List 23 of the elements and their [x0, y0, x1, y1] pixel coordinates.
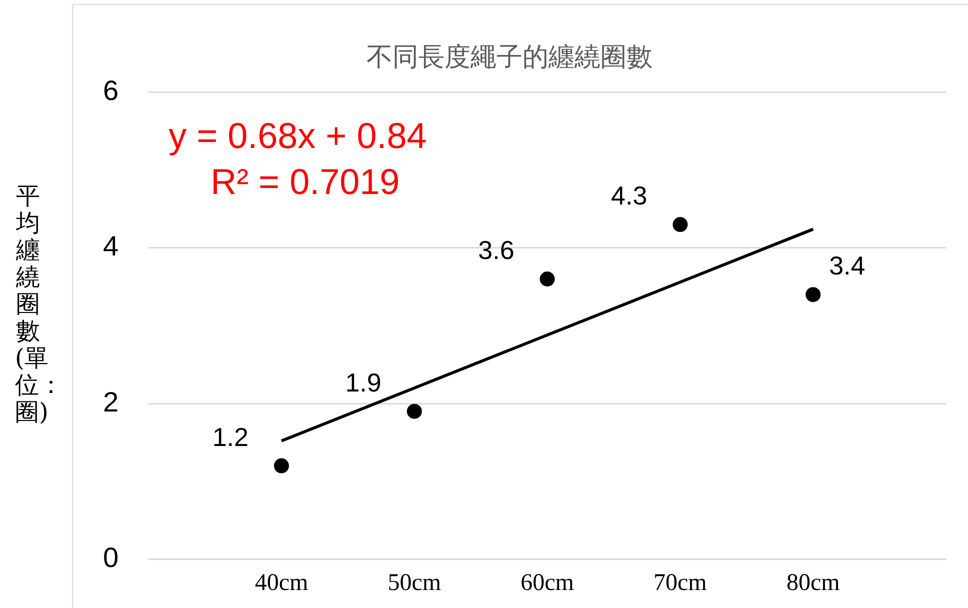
y-tick-label: 2: [102, 386, 119, 418]
point: [806, 287, 821, 302]
point: [406, 404, 422, 419]
x-tick-label: 70cm: [654, 570, 708, 596]
data-label: 4.3: [611, 180, 648, 211]
point: [540, 272, 555, 286]
data-label: 3.4: [829, 250, 866, 281]
data-label: 1.2: [212, 422, 248, 452]
y-tick-label: 0: [102, 542, 119, 573]
data-label: 1.9: [345, 367, 382, 398]
data-label: 3.6: [478, 235, 514, 266]
x-tick-label: 60cm: [520, 570, 574, 596]
x-tick-label: 40cm: [254, 570, 308, 596]
chart-title: 不同長度繩子的纏繞圈數: [366, 42, 652, 72]
y-tick-label: 6: [102, 74, 119, 106]
annotation: y = 0.68x + 0.84: [168, 115, 427, 156]
text: 平均纏繞圈數(單位：圈): [15, 182, 63, 426]
point: [672, 217, 688, 232]
annotation: R² = 0.7019: [210, 161, 400, 202]
y-tick-label: 4: [102, 230, 119, 262]
x-tick-label: 80cm: [786, 570, 840, 596]
x-tick-label: 50cm: [388, 570, 442, 596]
point: [274, 458, 289, 474]
